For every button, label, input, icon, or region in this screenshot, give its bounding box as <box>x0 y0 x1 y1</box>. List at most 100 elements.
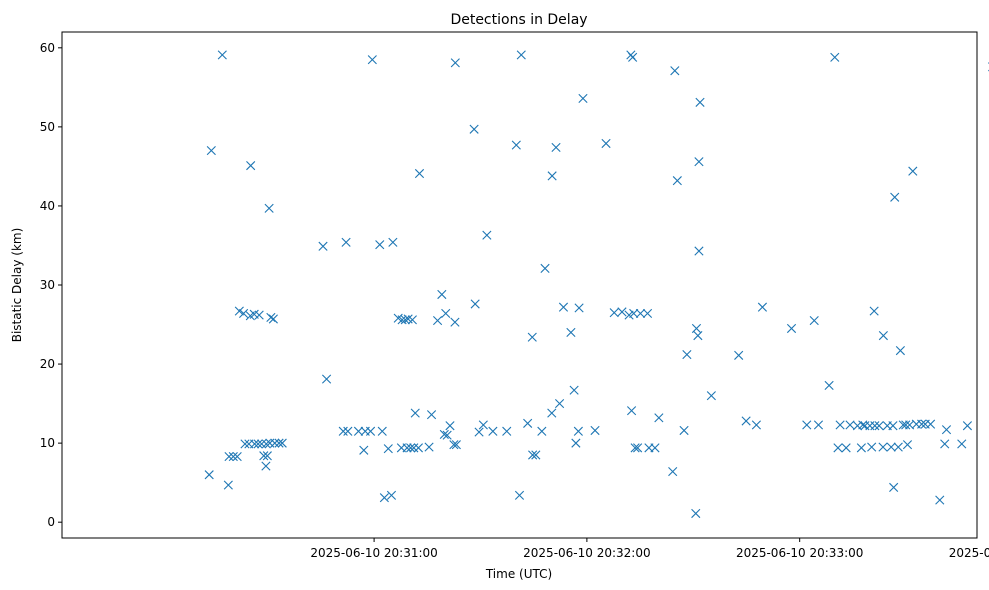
data-point <box>413 443 424 453</box>
y-tick-label: 10 <box>40 436 55 450</box>
data-point <box>573 426 583 436</box>
data-point <box>268 314 278 324</box>
data-point <box>266 312 276 323</box>
data-point <box>426 410 437 420</box>
data-point <box>410 408 420 418</box>
data-point <box>917 419 927 429</box>
data-point <box>554 399 565 409</box>
data-point <box>528 450 538 460</box>
data-point <box>902 440 913 450</box>
data-point <box>835 420 845 430</box>
data-point <box>547 408 557 418</box>
data-point <box>751 420 761 430</box>
data-point <box>898 420 908 430</box>
data-point <box>888 421 898 431</box>
data-point <box>833 443 843 453</box>
data-point <box>654 413 664 423</box>
data-point <box>693 331 703 341</box>
data-point <box>367 55 377 65</box>
data-point <box>590 425 600 436</box>
data-point <box>217 50 227 60</box>
data-point <box>878 442 888 452</box>
chart-title: Detections in Delay <box>450 12 587 28</box>
data-point <box>249 439 260 449</box>
data-point <box>511 140 521 150</box>
data-point <box>628 52 638 62</box>
data-point <box>365 426 376 436</box>
data-point <box>845 420 855 430</box>
data-point <box>601 138 611 149</box>
data-point <box>890 192 900 202</box>
data-point <box>341 237 351 247</box>
data-point <box>870 421 880 431</box>
data-point <box>406 443 416 453</box>
data-point <box>695 97 705 107</box>
data-point <box>527 332 537 342</box>
data-point <box>694 157 704 167</box>
data-point <box>841 443 851 453</box>
data-point <box>402 443 412 453</box>
x-tick-label: 2025-06-10 20:33:00 <box>736 546 863 560</box>
data-point <box>439 429 449 440</box>
y-tick-label: 60 <box>40 41 55 55</box>
data-point <box>540 263 550 273</box>
data-point <box>574 303 584 313</box>
data-point <box>537 426 547 436</box>
data-point <box>386 490 397 500</box>
data-point <box>670 66 680 76</box>
x-axis-label: Time (UTC) <box>485 567 552 581</box>
data-point <box>277 438 287 448</box>
data-point <box>383 444 393 454</box>
data-point <box>469 124 479 134</box>
data-point <box>409 443 419 453</box>
data-points <box>204 50 989 519</box>
data-point <box>941 425 952 435</box>
data-point <box>865 421 875 431</box>
data-point <box>449 440 459 450</box>
data-point <box>626 406 637 416</box>
data-point <box>889 482 899 492</box>
data-point <box>270 438 280 448</box>
data-point <box>246 161 256 171</box>
data-point <box>523 418 533 428</box>
data-point <box>824 380 834 390</box>
data-point <box>253 439 263 449</box>
x-tick-label: 2025-06-10 20:34:00 <box>949 546 989 560</box>
data-point <box>274 438 284 448</box>
data-point <box>204 470 214 480</box>
plot-area-frame <box>61 31 978 539</box>
data-point <box>224 451 234 462</box>
data-point <box>867 442 877 452</box>
x-tick-label: 2025-06-10 20:32:00 <box>523 546 650 560</box>
data-point <box>629 308 639 319</box>
data-point <box>353 426 364 436</box>
data-point <box>633 443 643 453</box>
data-point <box>377 426 387 436</box>
data-point <box>259 451 269 461</box>
data-point <box>957 439 967 449</box>
y-tick-label: 50 <box>40 120 55 134</box>
data-point <box>874 421 884 431</box>
data-point <box>578 93 588 104</box>
data-point <box>547 171 557 181</box>
data-point <box>379 493 389 503</box>
data-point <box>694 246 704 256</box>
data-point <box>635 308 646 319</box>
data-point <box>935 495 945 505</box>
data-point <box>514 490 525 500</box>
data-point <box>432 315 443 326</box>
data-point <box>516 50 526 60</box>
data-point <box>407 315 417 325</box>
y-axis-label: Bistatic Delay (km) <box>10 228 24 343</box>
data-point <box>240 439 250 449</box>
data-point <box>234 306 244 316</box>
data-point <box>908 166 918 176</box>
data-point <box>901 420 911 430</box>
data-point <box>254 310 264 320</box>
data-point <box>257 439 267 449</box>
data-point <box>813 420 824 430</box>
data-point <box>450 317 460 327</box>
data-point <box>228 451 238 462</box>
data-point <box>321 374 332 384</box>
